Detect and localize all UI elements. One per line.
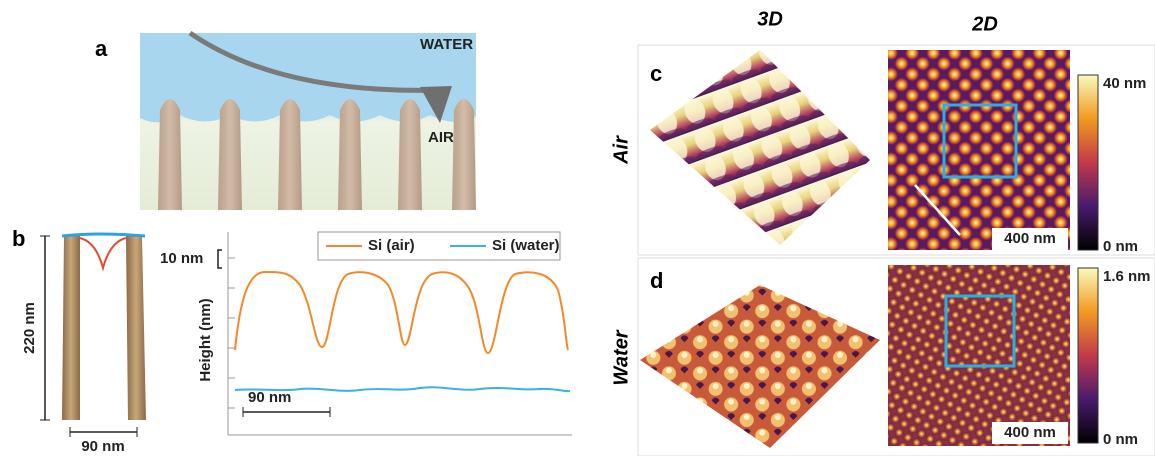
annotation: 90 nm: [248, 389, 291, 406]
annotation: AIR: [428, 129, 454, 146]
afm-image: [888, 265, 1070, 446]
pillars: [40, 232, 146, 437]
colorbar: [1077, 74, 1099, 251]
profile-plot: [217, 231, 572, 436]
annotation: 220 nm: [21, 302, 38, 354]
scale-bar-box: [992, 422, 1068, 444]
panel-label: d: [650, 268, 663, 293]
legend-label: Si (air): [368, 237, 415, 254]
surface-3d: [640, 285, 880, 448]
colorbar-label: 40 nm: [1103, 75, 1146, 92]
surface-3d: [650, 50, 870, 245]
colorbar-label: 0 nm: [1103, 238, 1138, 255]
colorbar-label: 0 nm: [1103, 431, 1138, 448]
legend-label: Si (water): [492, 237, 560, 254]
panel-label: b: [12, 226, 25, 251]
column-header: 2D: [971, 13, 998, 35]
panel-frame: [637, 257, 1155, 456]
panel-label: a: [95, 36, 108, 61]
colorbar-label: 1.6 nm: [1103, 268, 1151, 285]
annotation: WATER: [420, 36, 473, 53]
profile-line: [914, 184, 961, 236]
annotation: 10 nm: [160, 250, 203, 267]
annotation: 90 nm: [81, 438, 124, 455]
row-label: Air: [610, 135, 632, 165]
scale-bar-label: 400 nm: [1004, 230, 1056, 247]
schematic: [140, 30, 476, 210]
scale-bar-box: [992, 228, 1068, 250]
highlight-box: [942, 103, 1018, 179]
colorbar: [1077, 267, 1099, 444]
row-label: Water: [610, 329, 632, 385]
axis-label: Height (nm): [197, 298, 214, 381]
highlight-box: [944, 294, 1016, 368]
panel-label: c: [650, 61, 662, 86]
column-header: 3D: [757, 8, 783, 30]
scale-bar-label: 400 nm: [1004, 424, 1056, 441]
afm-image: [888, 50, 1070, 250]
panel-frame: [637, 44, 1155, 256]
